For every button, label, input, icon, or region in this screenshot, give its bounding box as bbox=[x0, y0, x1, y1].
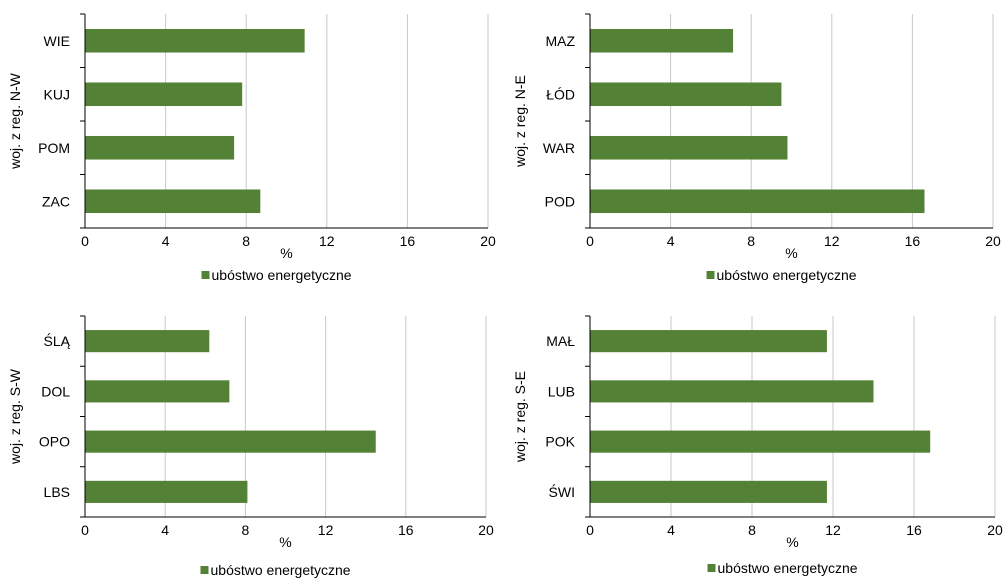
bar-wie bbox=[85, 28, 305, 53]
x-tick-label: 16 bbox=[906, 522, 922, 538]
x-tick-label: 8 bbox=[242, 522, 250, 538]
x-tick-label: 8 bbox=[242, 233, 250, 249]
bar-lub bbox=[590, 380, 874, 403]
category-label: MAŁ bbox=[546, 333, 575, 349]
y-axis-label: woj. z reg. N-E bbox=[512, 75, 528, 168]
category-label: ŁÓD bbox=[546, 86, 575, 102]
x-axis-label: % bbox=[785, 245, 797, 261]
x-tick-label: 20 bbox=[480, 233, 496, 249]
category-label: ŚLĄ bbox=[44, 332, 71, 349]
bar-pom bbox=[85, 135, 235, 160]
legend-swatch bbox=[706, 271, 715, 279]
category-label: DOL bbox=[41, 383, 70, 399]
x-tick-label: 4 bbox=[667, 233, 675, 249]
bar-zac bbox=[85, 189, 261, 214]
x-tick-label: 20 bbox=[987, 522, 1003, 538]
x-tick-label: 12 bbox=[318, 522, 334, 538]
category-label: WIE bbox=[44, 33, 70, 49]
chart-panel-4: MAŁ LUB POK ŚWI 0 4 8 12 16 20% woj. z reg. S-E ubó… bbox=[512, 315, 1003, 576]
y-axis-label: woj. z reg. S-E bbox=[512, 371, 528, 463]
legend-label: ubóstwo energetyczne bbox=[717, 267, 857, 283]
x-tick-label: 12 bbox=[825, 522, 841, 538]
x-tick-label: 4 bbox=[667, 522, 675, 538]
y-axis-label: woj. z reg. S-W bbox=[7, 368, 23, 465]
category-label: LBS bbox=[44, 484, 70, 500]
legend-swatch bbox=[201, 271, 210, 279]
legend-label: ubóstwo energetyczne bbox=[211, 562, 351, 578]
category-label: WAR bbox=[543, 140, 575, 156]
bar-maz bbox=[590, 28, 734, 53]
bar-świ bbox=[590, 480, 827, 503]
chart-panel-3: ŚLĄ DOL OPO LBS 0 4 8 12 16 20% woj. z reg. S-W ubó… bbox=[7, 315, 494, 578]
chart-panel-1: WIE KUJ POM ZAC 0 4 8 12 16 20% woj. z reg. N-W ubó… bbox=[7, 13, 496, 283]
x-tick-label: 0 bbox=[81, 522, 89, 538]
bar-lbs bbox=[85, 480, 248, 503]
x-tick-label: 16 bbox=[905, 233, 921, 249]
x-axis-label: % bbox=[279, 534, 291, 550]
legend-swatch bbox=[707, 564, 716, 572]
bar-mał bbox=[590, 330, 827, 353]
bar-łód bbox=[590, 82, 782, 107]
y-axis-label: woj. z reg. N-W bbox=[7, 72, 23, 169]
x-tick-label: 8 bbox=[748, 522, 756, 538]
category-label: OPO bbox=[39, 434, 70, 450]
category-label: ŚWI bbox=[549, 483, 575, 500]
x-tick-label: 16 bbox=[398, 522, 414, 538]
x-tick-label: 12 bbox=[824, 233, 840, 249]
x-tick-label: 4 bbox=[162, 233, 170, 249]
bar-opo bbox=[85, 430, 376, 453]
x-tick-label: 0 bbox=[81, 233, 89, 249]
x-tick-label: 12 bbox=[319, 233, 335, 249]
x-tick-label: 4 bbox=[161, 522, 169, 538]
bar-ślą bbox=[85, 330, 210, 353]
bar-kuj bbox=[85, 82, 243, 107]
x-tick-label: 8 bbox=[747, 233, 755, 249]
legend-label: ubóstwo energetyczne bbox=[718, 560, 858, 576]
category-label: POD bbox=[545, 193, 575, 209]
category-label: MAZ bbox=[545, 33, 575, 49]
chart-panel-2: MAZ ŁÓD WAR POD 0 4 8 12 16 20% woj. z reg. N-E ubó… bbox=[512, 13, 1001, 283]
category-label: ZAC bbox=[42, 193, 70, 209]
x-tick-label: 20 bbox=[478, 522, 494, 538]
bar-war bbox=[590, 135, 788, 160]
legend-label: ubóstwo energetyczne bbox=[212, 267, 352, 283]
x-tick-label: 20 bbox=[985, 233, 1001, 249]
x-tick-label: 0 bbox=[586, 522, 594, 538]
x-axis-label: % bbox=[280, 245, 292, 261]
x-tick-label: 0 bbox=[586, 233, 594, 249]
category-label: POM bbox=[38, 140, 70, 156]
category-label: KUJ bbox=[44, 86, 70, 102]
legend-swatch bbox=[200, 566, 209, 574]
bar-pok bbox=[590, 430, 931, 453]
category-label: POK bbox=[545, 434, 575, 450]
x-axis-label: % bbox=[786, 534, 798, 550]
bar-pod bbox=[590, 189, 925, 214]
bar-dol bbox=[85, 380, 230, 403]
x-tick-label: 16 bbox=[400, 233, 416, 249]
category-label: LUB bbox=[548, 383, 575, 399]
